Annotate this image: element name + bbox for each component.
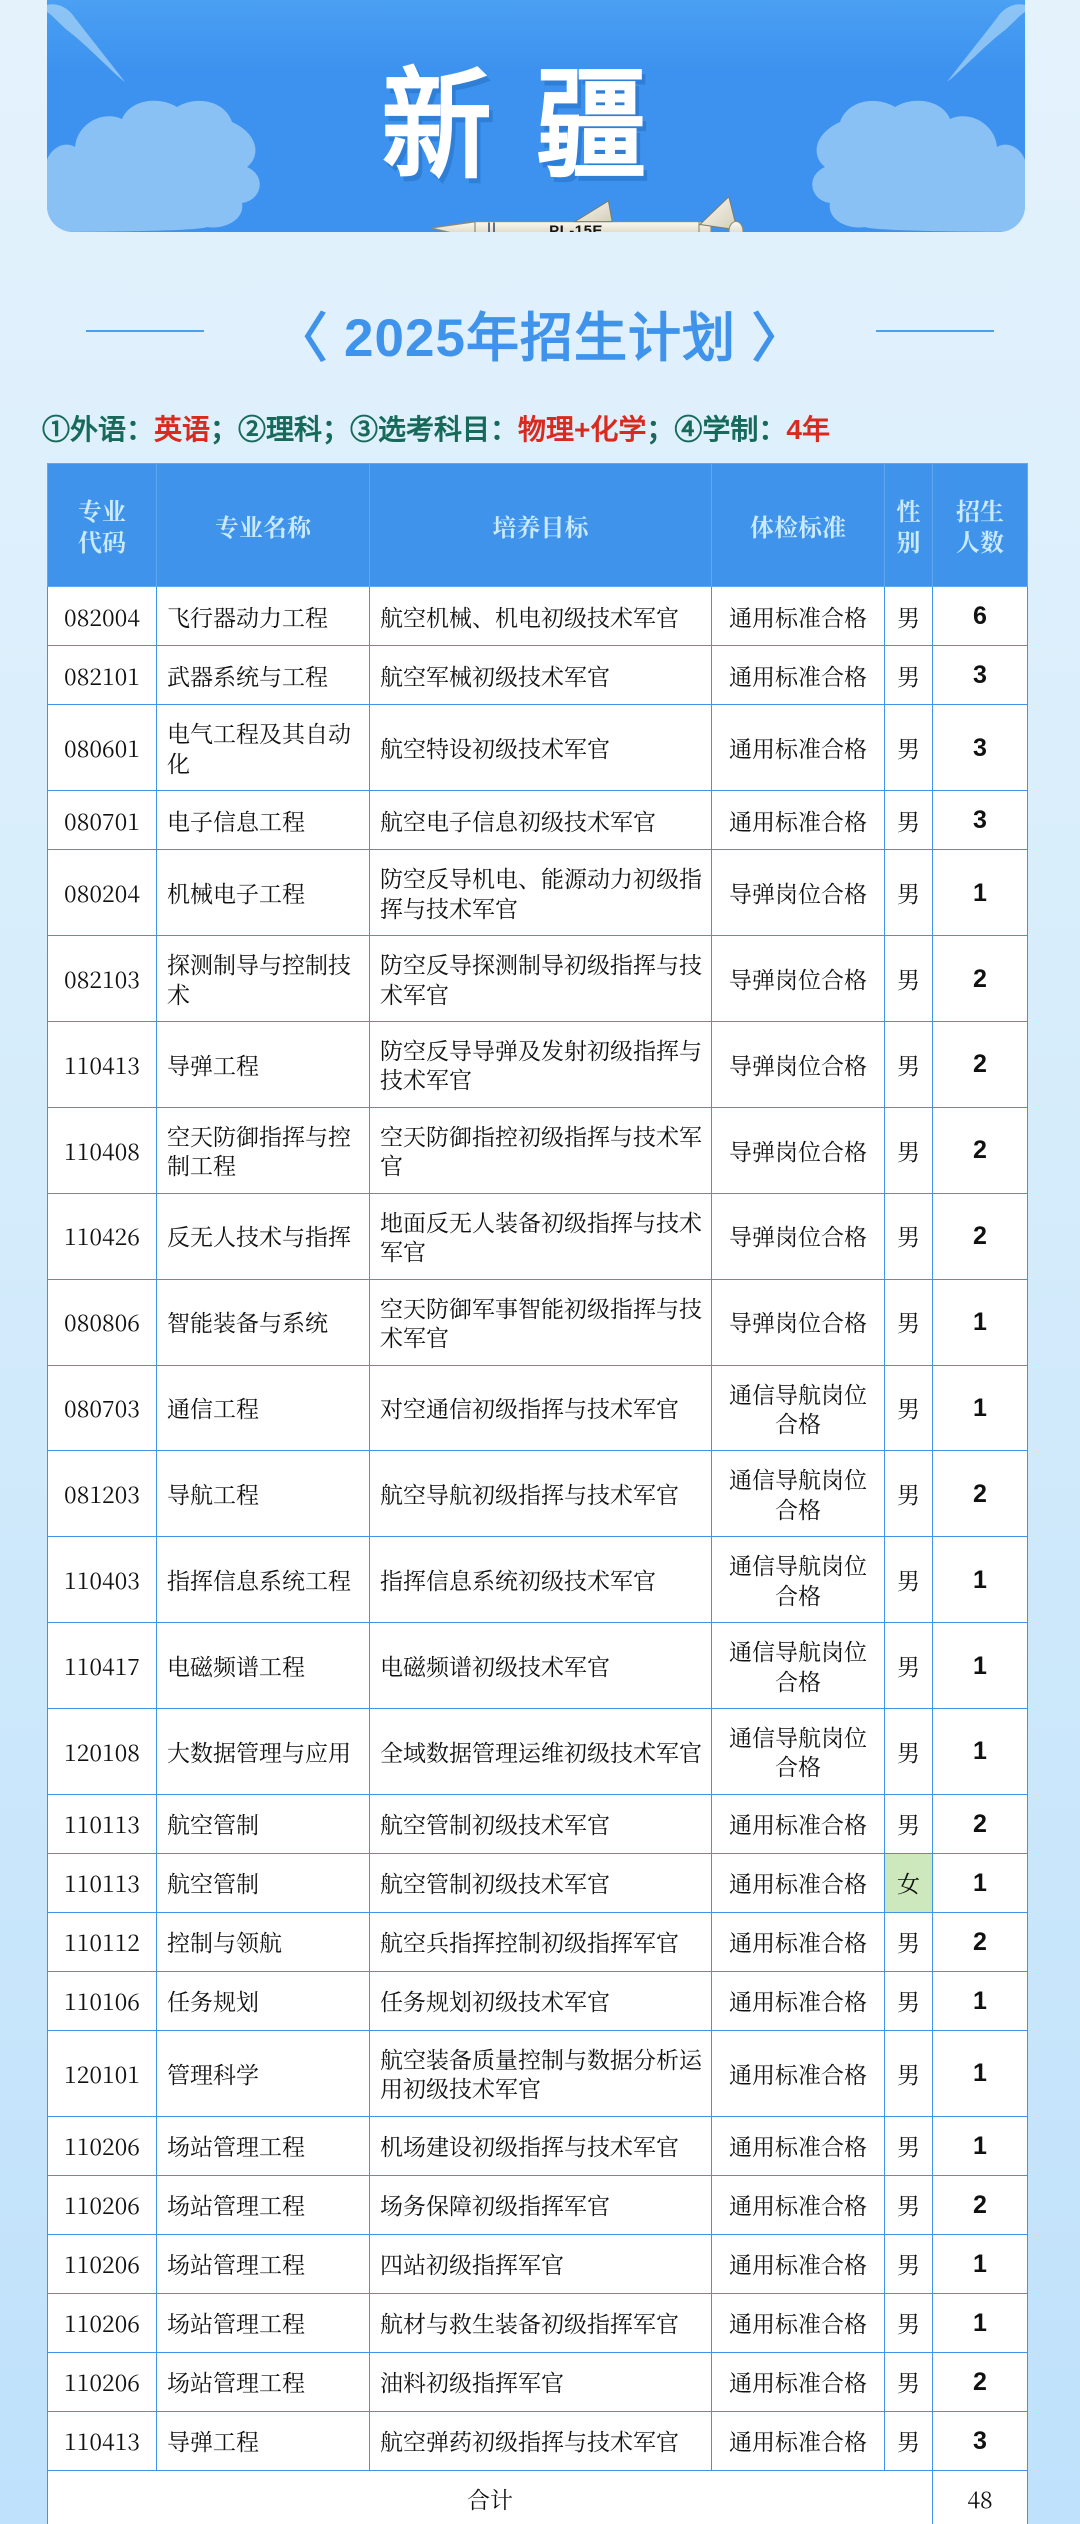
svg-text:PL-15E: PL-15E [549, 223, 603, 233]
